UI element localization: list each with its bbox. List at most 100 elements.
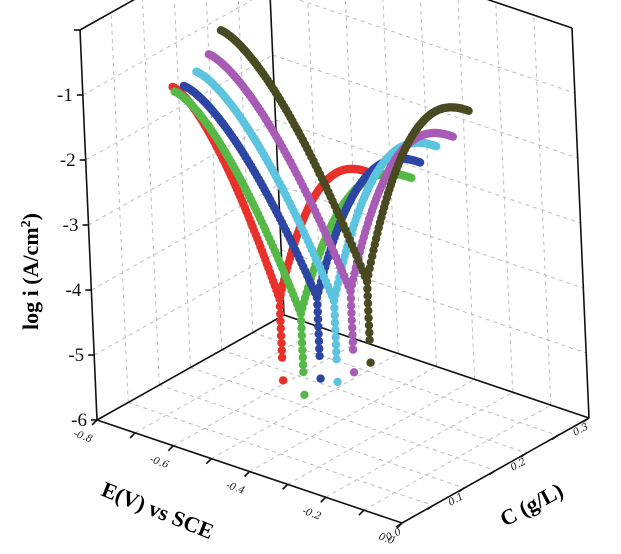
data-point (298, 360, 308, 369)
x-tick-label: 0.0 (377, 531, 396, 547)
data-point (313, 300, 322, 309)
z-tick-label: -2 (60, 150, 76, 171)
data-point (297, 323, 306, 333)
frame-edge (486, 0, 573, 29)
z-axis-title: log i (A/cm2) (18, 213, 43, 330)
x-tick (91, 419, 98, 426)
frame-edge (571, 27, 590, 419)
x-tick (167, 445, 174, 452)
frame-edge (269, 0, 285, 316)
gridline-back-z (487, 0, 573, 29)
y-tick-label: 0.0 (384, 526, 404, 543)
data-point (362, 277, 372, 286)
data-point (365, 335, 374, 345)
y-tick-label: 0.3 (571, 421, 590, 438)
data-point (277, 338, 286, 348)
y-tick-label: 0.2 (509, 456, 528, 473)
z-tick-label: -5 (68, 345, 84, 366)
frame-edge (79, 0, 136, 31)
data-point (314, 337, 324, 346)
data-point (432, 142, 441, 151)
data-point (364, 306, 373, 315)
gridline-back-z (272, 54, 578, 159)
x-axis-title: E(V) vs SCE (98, 476, 217, 544)
gridline-left-c (173, 0, 191, 368)
tick-layer: -0.8 -0.6 -0.4 -0.2 0.00.0 0.1 0.2 0.3 -1 -2 -3 -4 -… (57, 29, 590, 547)
data-point (332, 347, 341, 357)
z-axis-title-close: ) (18, 213, 43, 220)
data-point (315, 344, 324, 353)
x-tick-label: -0.8 (72, 428, 94, 445)
y-tick (520, 452, 528, 458)
data-point (314, 322, 323, 331)
data-point (363, 291, 372, 301)
y-axis-title: C (g/L) (496, 477, 568, 531)
data-point (276, 331, 286, 340)
data-point (331, 325, 340, 335)
data-point (363, 299, 373, 308)
y-tick (457, 487, 465, 493)
data-point (277, 353, 287, 362)
x-tick (243, 470, 251, 478)
data-point (331, 340, 341, 349)
y-tick (395, 522, 403, 528)
data-point (331, 333, 340, 342)
data-point (277, 346, 286, 355)
data-point (297, 331, 306, 340)
gridline-floor-c (221, 349, 527, 454)
data-point (364, 313, 373, 323)
data-point (330, 303, 339, 313)
y-tick (582, 417, 590, 423)
data-point (297, 338, 307, 347)
data-point (330, 311, 339, 320)
gridline-left-c (205, 0, 223, 351)
data-point (347, 316, 356, 325)
gridline-back-z (281, 249, 587, 354)
data-point (333, 377, 342, 387)
data-point (315, 351, 324, 361)
y-tick-label: 0.1 (447, 491, 466, 508)
data-point (415, 158, 425, 167)
data-point (276, 309, 285, 318)
data-point (363, 284, 372, 293)
gridline-back-z (275, 119, 581, 224)
x-tick-label: -0.4 (224, 480, 246, 497)
y-tick (426, 504, 434, 511)
x-tick (129, 432, 136, 439)
x-tick (282, 483, 289, 490)
gridline-floor-c (190, 367, 496, 471)
gridline-back-z (278, 184, 584, 289)
data-point (276, 324, 285, 333)
data-point (346, 294, 356, 303)
data-point (275, 302, 285, 311)
data-point (300, 390, 309, 399)
gridline-left-c (142, 0, 160, 386)
series-layer (168, 26, 473, 399)
data-point (314, 329, 323, 339)
data-point (299, 367, 308, 377)
gridline-left-z (85, 54, 273, 161)
data-point (348, 338, 357, 347)
data-point (297, 316, 306, 325)
frame-edge (96, 314, 285, 421)
data-point (364, 270, 373, 280)
data-point (464, 106, 473, 116)
gridline-back-z (297, 0, 575, 94)
gridline-left-z (82, 0, 254, 96)
gridline-back-e (457, 0, 476, 380)
data-point (276, 316, 285, 326)
z-tick-label: -3 (63, 215, 79, 236)
data-point (407, 173, 416, 183)
data-point (348, 323, 357, 332)
data-point (347, 308, 356, 318)
x-tick-label: -0.6 (148, 454, 170, 471)
frame-edge (283, 314, 590, 419)
data-point (332, 355, 341, 364)
data-point (347, 301, 356, 310)
z-tick-label: -4 (66, 280, 82, 301)
x-tick-label: -0.2 (301, 506, 323, 523)
gridline-left-z (93, 249, 282, 356)
z-axis-title-superscript: 2 (19, 220, 34, 227)
gridline-floor-c (252, 332, 558, 436)
